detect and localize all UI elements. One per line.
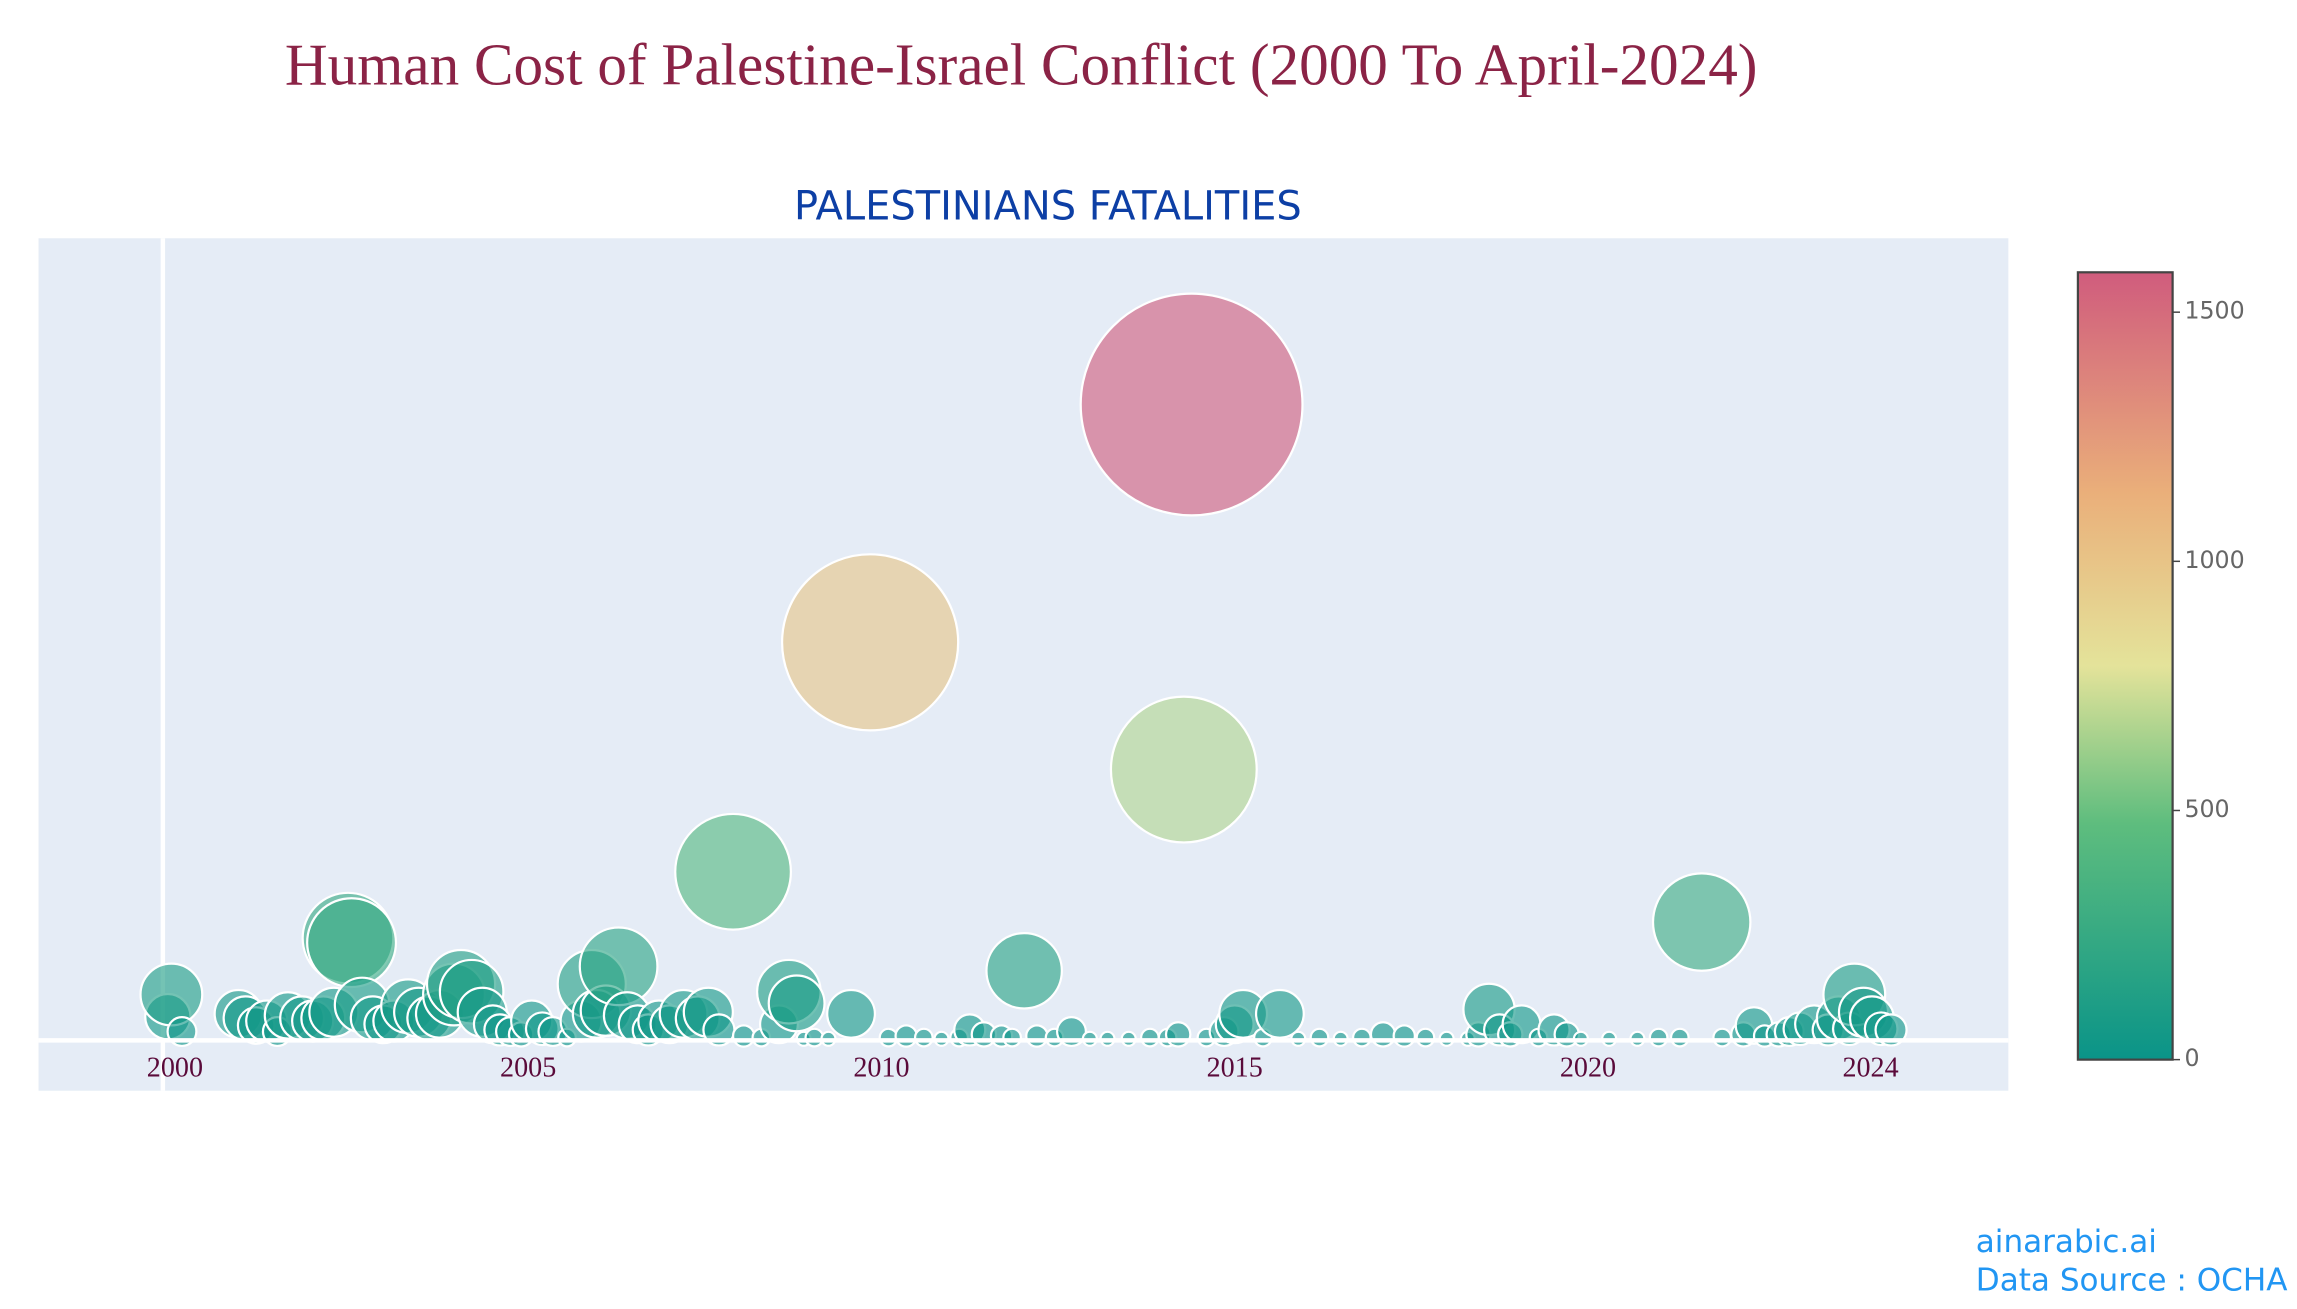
colorbar [2076,271,2174,1061]
x-tick-label: 2005 [500,1052,556,1083]
bubble [1669,1027,1690,1048]
bubble [767,974,826,1033]
bubble [1392,1024,1416,1048]
chart-subtitle: PALESTINIANS FATALITIES [794,184,1302,230]
bubble [1002,1027,1023,1048]
bubble [1079,292,1304,517]
bubble [1025,1024,1049,1048]
bubble [139,962,204,1027]
bubble [1164,1021,1192,1048]
bubble [1874,1013,1908,1047]
bubble [826,988,877,1039]
bubble [1140,1027,1160,1048]
x-tick-label: 2020 [1560,1052,1616,1083]
bubble [780,553,960,732]
bubble [1254,988,1305,1039]
bubble [1415,1027,1436,1048]
bubble [1351,1027,1372,1048]
bubble [674,812,792,931]
bubble [306,897,398,989]
bubble [1712,1027,1733,1048]
x-tick-label: 2010 [853,1052,909,1083]
bubbles [139,292,1908,1048]
colorbar-tick-label: 0 [2184,1044,2199,1072]
colorbar-tick-label: 1000 [2184,546,2244,574]
bubble [894,1024,918,1048]
x-tick-label: 2015 [1207,1052,1263,1083]
bubble [1369,1021,1397,1048]
x-tick-label: 2024 [1842,1052,1898,1083]
bubble [1651,872,1752,972]
bubble [1309,1027,1330,1048]
footer-site: ainarabic.ai [1976,1224,2157,1260]
bubble [731,1024,756,1048]
colorbar-tick-label: 1500 [2184,297,2244,325]
bubble [985,931,1063,1010]
x-tick-label: 2000 [147,1052,203,1083]
bubble [1648,1027,1669,1048]
bubble [913,1027,934,1048]
bubble [1109,695,1258,844]
chart-title: Human Cost of Palestine-Israel Conflict … [285,32,1758,98]
footer-source: Data Source : OCHA [1976,1263,2288,1299]
colorbar-tick-label: 500 [2184,795,2229,823]
